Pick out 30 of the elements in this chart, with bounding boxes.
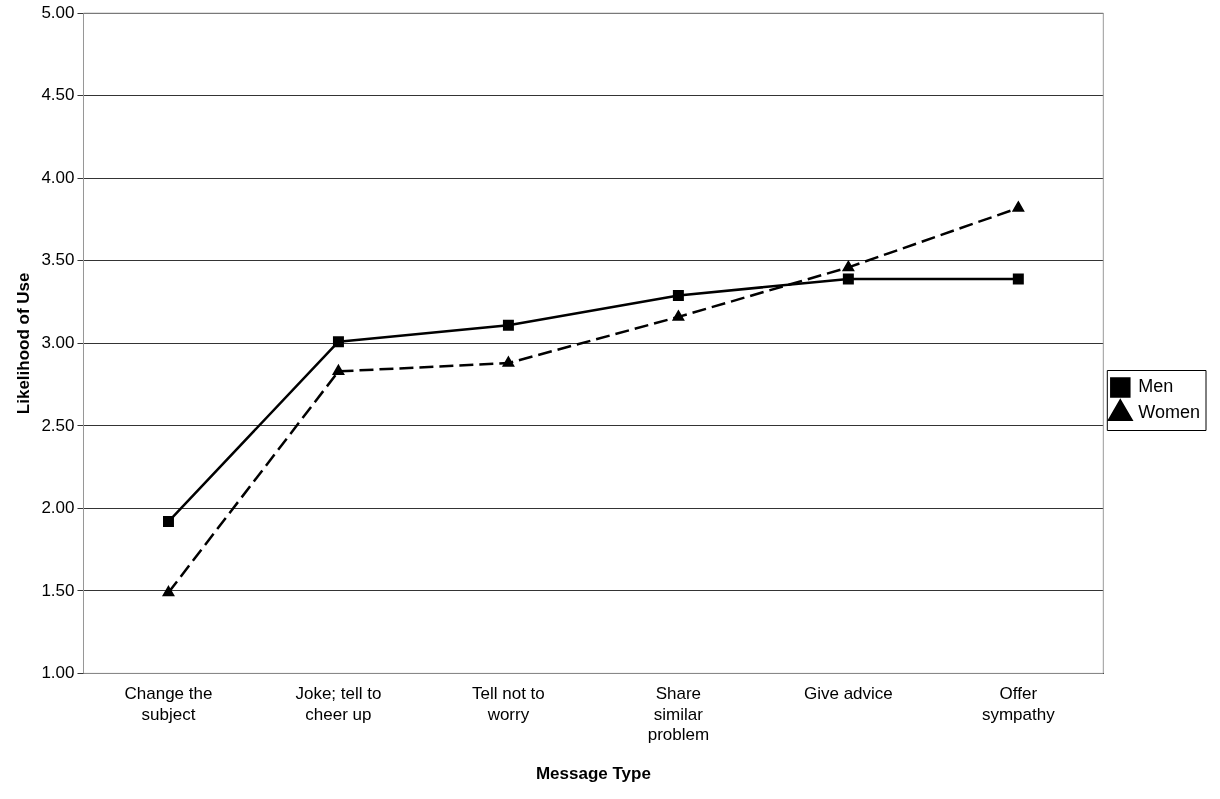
point [842, 261, 854, 272]
point [672, 310, 684, 321]
point [502, 319, 514, 331]
legend-label: Men [1138, 376, 1174, 397]
x-tick-label: Give advice [803, 684, 893, 704]
point [502, 356, 514, 367]
y-tick-label: 1.00 [41, 663, 75, 683]
point [1012, 273, 1024, 285]
y-tick-label: 3.50 [41, 250, 75, 270]
y-tick-label: 4.00 [41, 167, 75, 187]
point [672, 289, 684, 301]
y-tick-label: 3.00 [41, 332, 75, 352]
x-tick-label: Tell not to worry [472, 684, 545, 724]
legend-label: Women [1138, 402, 1201, 423]
x-axis-title: Message Type [535, 764, 651, 784]
point [332, 336, 344, 348]
point [1012, 201, 1024, 212]
point [842, 273, 854, 285]
y-axis-title: Likelihood of Use [13, 272, 33, 415]
x-tick-label: Offer sympathy [981, 684, 1056, 724]
x-tick-label: Joke; tell to cheer up [295, 684, 382, 724]
y-tick-label: 4.50 [41, 85, 75, 105]
x-tick-label: Share similar problem [647, 684, 710, 745]
y-tick-label: 5.00 [41, 2, 75, 22]
x-tick-label: Change the subject [124, 684, 213, 724]
y-tick-label: 2.00 [41, 498, 75, 518]
y-tick-label: 2.50 [41, 415, 75, 435]
y-tick-label: 1.50 [41, 580, 75, 600]
point [162, 516, 174, 528]
point [162, 586, 175, 597]
